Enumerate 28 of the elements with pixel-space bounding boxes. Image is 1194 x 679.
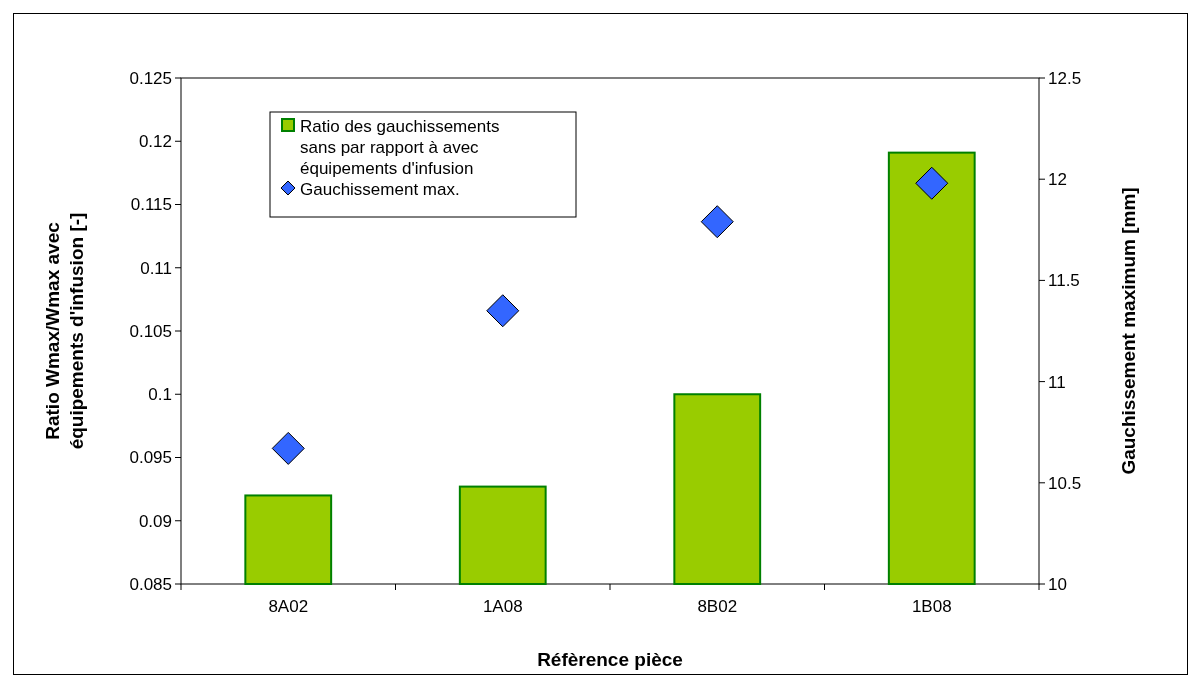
- point: [915, 166, 949, 200]
- y2-tick-label: 11: [1048, 372, 1066, 392]
- legend-label: Gauchissement max.: [300, 180, 460, 199]
- y-axis-title: Ratio Wmax/Wmax avec équipements d'infusion [-]: [42, 212, 87, 450]
- y2-axis-title: Gauchissement maximum [mm]: [1118, 187, 1139, 475]
- y-tick-label: 0.11: [140, 258, 172, 278]
- y2-tick-label: 12.5: [1048, 68, 1082, 88]
- x-axis-title: Réfèrence pièce: [537, 649, 683, 670]
- x-tick-label: 8A02: [268, 597, 309, 616]
- x-tick-label: 1B08: [911, 597, 952, 616]
- y2-tick-label: 11.5: [1048, 271, 1080, 291]
- point: [700, 205, 734, 239]
- x-tick-label: 1A08: [482, 597, 523, 616]
- y-tick-label: 0.125: [129, 68, 172, 88]
- y2-tick-label: 12: [1048, 170, 1067, 190]
- y-tick-label: 0.115: [130, 195, 172, 215]
- y-tick-label: 0.105: [129, 321, 172, 341]
- y-tick-label: 0.12: [138, 132, 172, 152]
- y-tick-label: 0.1: [148, 385, 172, 405]
- y-tick-label: 0.085: [129, 574, 172, 594]
- y-tick-label: 0.095: [129, 448, 172, 468]
- legend-label: Ratio des gauchissements sans par rapport à avec équipements d'infusion: [300, 117, 500, 178]
- y2-tick-label: 10: [1048, 574, 1067, 594]
- point: [271, 431, 305, 465]
- y2-tick-label: 10.5: [1048, 473, 1082, 493]
- x-tick-label: 8B02: [697, 597, 738, 616]
- point: [486, 294, 520, 328]
- y-tick-label: 0.09: [138, 511, 172, 531]
